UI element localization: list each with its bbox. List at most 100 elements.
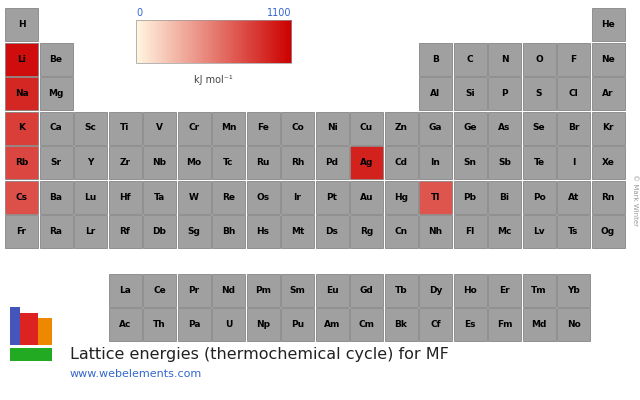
- Bar: [237, 20, 238, 63]
- Text: Es: Es: [464, 320, 476, 329]
- Bar: [173, 20, 175, 63]
- Bar: [20, 313, 38, 345]
- FancyBboxPatch shape: [5, 77, 38, 110]
- Text: Mo: Mo: [186, 158, 202, 167]
- FancyBboxPatch shape: [522, 215, 556, 248]
- Bar: [280, 20, 281, 63]
- Text: Xe: Xe: [602, 158, 614, 167]
- Text: Lv: Lv: [533, 227, 545, 236]
- FancyBboxPatch shape: [40, 77, 72, 110]
- Bar: [202, 20, 204, 63]
- Bar: [175, 20, 176, 63]
- Bar: [168, 20, 169, 63]
- Bar: [232, 20, 234, 63]
- Text: Ni: Ni: [326, 124, 337, 132]
- Bar: [260, 20, 262, 63]
- Bar: [188, 20, 189, 63]
- Bar: [200, 20, 202, 63]
- Bar: [272, 20, 273, 63]
- FancyBboxPatch shape: [419, 112, 452, 144]
- FancyBboxPatch shape: [74, 180, 107, 214]
- Bar: [188, 20, 189, 63]
- FancyBboxPatch shape: [281, 215, 314, 248]
- Bar: [161, 20, 162, 63]
- Text: Am: Am: [324, 320, 340, 329]
- Text: Ta: Ta: [154, 192, 165, 202]
- FancyBboxPatch shape: [5, 8, 38, 41]
- Text: Pa: Pa: [188, 320, 200, 329]
- Bar: [249, 20, 250, 63]
- Bar: [180, 20, 182, 63]
- Bar: [174, 20, 175, 63]
- FancyBboxPatch shape: [454, 180, 486, 214]
- Bar: [215, 20, 216, 63]
- Bar: [191, 20, 192, 63]
- Bar: [165, 20, 166, 63]
- Bar: [270, 20, 271, 63]
- Text: K: K: [18, 124, 25, 132]
- FancyBboxPatch shape: [591, 112, 625, 144]
- Text: Lr: Lr: [85, 227, 95, 236]
- FancyBboxPatch shape: [177, 146, 211, 179]
- Bar: [246, 20, 248, 63]
- Text: Tl: Tl: [431, 192, 440, 202]
- Text: Kr: Kr: [602, 124, 614, 132]
- Text: Cl: Cl: [568, 89, 579, 98]
- Bar: [214, 20, 215, 63]
- FancyBboxPatch shape: [385, 180, 417, 214]
- Bar: [283, 20, 284, 63]
- Bar: [163, 20, 164, 63]
- Bar: [248, 20, 249, 63]
- FancyBboxPatch shape: [522, 112, 556, 144]
- Text: Tm: Tm: [531, 286, 547, 295]
- FancyBboxPatch shape: [74, 146, 107, 179]
- Bar: [236, 20, 237, 63]
- Bar: [169, 20, 170, 63]
- Bar: [136, 20, 291, 63]
- Text: Bk: Bk: [395, 320, 408, 329]
- Text: © Mark Winter: © Mark Winter: [632, 174, 638, 226]
- Bar: [151, 20, 152, 63]
- Text: Er: Er: [499, 286, 510, 295]
- FancyBboxPatch shape: [557, 274, 590, 307]
- Bar: [247, 20, 248, 63]
- Bar: [220, 20, 221, 63]
- Text: Rf: Rf: [120, 227, 131, 236]
- FancyBboxPatch shape: [591, 215, 625, 248]
- Text: Ar: Ar: [602, 89, 614, 98]
- FancyBboxPatch shape: [212, 112, 245, 144]
- FancyBboxPatch shape: [281, 308, 314, 341]
- Text: Os: Os: [257, 192, 269, 202]
- Bar: [268, 20, 269, 63]
- Bar: [200, 20, 201, 63]
- FancyBboxPatch shape: [40, 215, 72, 248]
- FancyBboxPatch shape: [246, 112, 280, 144]
- Bar: [277, 20, 278, 63]
- Bar: [278, 20, 280, 63]
- Text: Ti: Ti: [120, 124, 130, 132]
- FancyBboxPatch shape: [488, 112, 521, 144]
- Text: B: B: [432, 54, 439, 64]
- FancyBboxPatch shape: [522, 308, 556, 341]
- Bar: [250, 20, 252, 63]
- Bar: [163, 20, 164, 63]
- Bar: [281, 20, 282, 63]
- Text: Rh: Rh: [291, 158, 304, 167]
- Bar: [206, 20, 207, 63]
- Text: Y: Y: [87, 158, 93, 167]
- Bar: [240, 20, 241, 63]
- Bar: [250, 20, 251, 63]
- FancyBboxPatch shape: [488, 308, 521, 341]
- Text: Cf: Cf: [430, 320, 441, 329]
- Text: Mg: Mg: [48, 89, 64, 98]
- Bar: [157, 20, 158, 63]
- Bar: [177, 20, 178, 63]
- Text: Pm: Pm: [255, 286, 271, 295]
- FancyBboxPatch shape: [488, 77, 521, 110]
- FancyBboxPatch shape: [5, 180, 38, 214]
- Bar: [273, 20, 275, 63]
- Bar: [252, 20, 253, 63]
- Bar: [253, 20, 255, 63]
- Bar: [140, 20, 141, 63]
- Bar: [264, 20, 265, 63]
